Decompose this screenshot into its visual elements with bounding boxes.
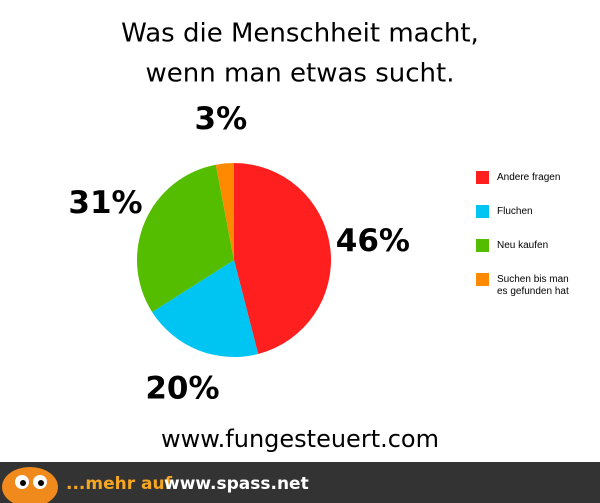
banner-site[interactable]: www.spass.net xyxy=(164,474,309,494)
legend-item: Suchen bis man es gefunden hat xyxy=(476,273,586,307)
legend-item: Andere fragen xyxy=(476,171,586,205)
pie-slice xyxy=(234,163,331,354)
banner xyxy=(0,462,600,503)
source: www.fungesteuert.com xyxy=(161,425,439,453)
legend-label: Fluchen xyxy=(497,206,533,217)
pie-slice xyxy=(152,260,259,357)
value-label: 46% xyxy=(336,223,410,259)
mascot xyxy=(2,467,58,503)
value-label: 31% xyxy=(68,185,142,221)
legend-label: Suchen bis man es gefunden hat xyxy=(497,274,569,297)
legend-item: Fluchen xyxy=(476,205,586,239)
value-label: 3% xyxy=(195,101,248,137)
legend-swatch xyxy=(476,171,489,184)
pie-slice xyxy=(215,163,234,260)
chart-title: wenn man etwas sucht. xyxy=(146,59,455,89)
legend-label: Andere fragen xyxy=(497,172,561,183)
legend-swatch xyxy=(476,273,489,286)
banner-lead: ...mehr auf xyxy=(66,474,173,494)
chart-title: Was die Menschheit macht, xyxy=(121,19,479,49)
legend: Andere fragen Fluchen Neu kaufen Suchen bis… xyxy=(476,171,586,307)
legend-swatch xyxy=(476,239,489,252)
legend-label: Neu kaufen xyxy=(497,240,549,251)
value-label: 20% xyxy=(145,371,219,407)
pie-slice xyxy=(137,164,234,312)
legend-item: Neu kaufen xyxy=(476,239,586,273)
legend-swatch xyxy=(476,205,489,218)
pie: 46% 20% 31% 3% xyxy=(68,101,410,407)
